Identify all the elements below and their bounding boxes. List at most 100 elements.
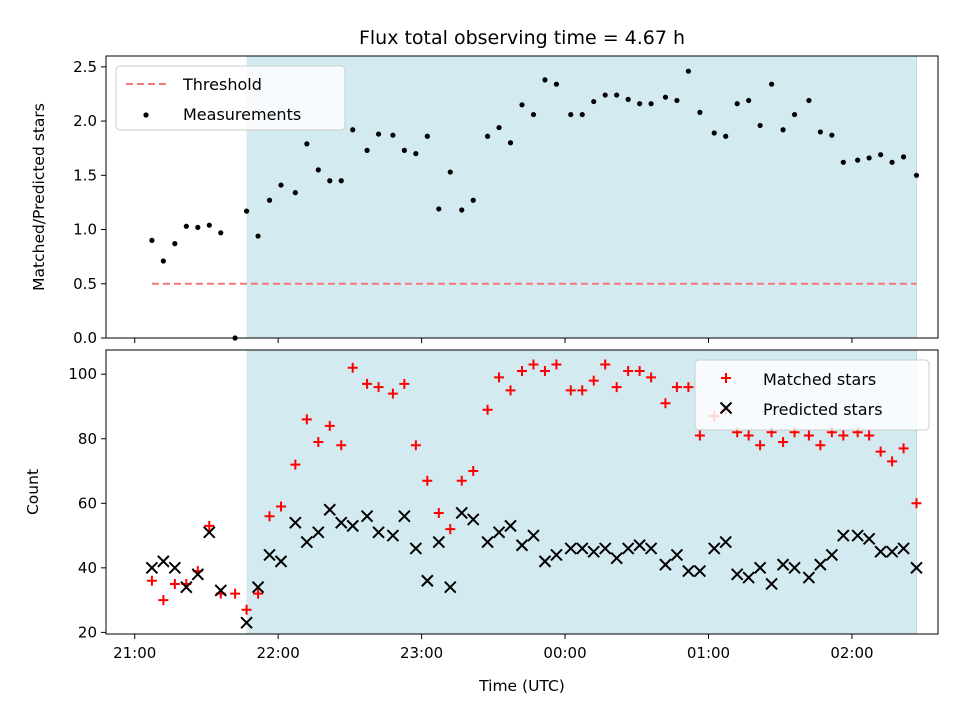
predicted-star-point bbox=[788, 561, 801, 575]
measurement-point bbox=[791, 111, 798, 118]
predicted-star-point bbox=[409, 542, 423, 555]
x-tick-label: 00:00 bbox=[543, 644, 586, 662]
predicted-star-point bbox=[765, 577, 778, 591]
bottom-x-ticks: 21:00 22:00 23:00 00:00 01:00 02:00 bbox=[113, 634, 874, 662]
predicted-star-point bbox=[633, 539, 646, 552]
bottom-axes-frame bbox=[105, 349, 939, 635]
matched-star-point bbox=[539, 365, 550, 376]
predicted-star-point bbox=[300, 535, 314, 549]
legend-matched-swatch bbox=[721, 373, 731, 383]
measurement-point bbox=[913, 172, 920, 178]
predicted-star-point bbox=[191, 568, 205, 581]
measurement-point bbox=[459, 207, 465, 213]
matched-star-point bbox=[158, 595, 169, 606]
matched-star-point bbox=[528, 359, 539, 370]
measurement-point bbox=[484, 133, 491, 139]
predicted-star-point bbox=[550, 548, 563, 562]
measurement-point bbox=[278, 182, 284, 188]
measurement-point bbox=[780, 127, 786, 133]
matched-star-point bbox=[600, 359, 611, 370]
predicted-star-point bbox=[492, 526, 506, 539]
predicted-star-point bbox=[897, 542, 910, 555]
matched-star-point bbox=[778, 436, 789, 447]
count-points bbox=[145, 359, 923, 629]
matched-star-point bbox=[875, 446, 886, 457]
predicted-star-point bbox=[274, 555, 288, 568]
measurement-point bbox=[255, 233, 261, 239]
predicted-star-point bbox=[610, 551, 623, 565]
y-tick-label: 0.0 bbox=[73, 329, 97, 347]
matched-star-point bbox=[864, 430, 875, 441]
predicted-star-point bbox=[576, 542, 589, 555]
measurement-point bbox=[507, 140, 514, 146]
measurement-point bbox=[470, 197, 476, 203]
predicted-star-point bbox=[251, 580, 265, 594]
matched-star-point bbox=[347, 362, 358, 373]
measurement-point bbox=[648, 101, 654, 107]
matched-star-point bbox=[276, 501, 287, 512]
measurement-point bbox=[390, 132, 396, 138]
measurement-point bbox=[757, 122, 763, 129]
matched-star-point bbox=[494, 372, 505, 383]
predicted-star-point bbox=[719, 535, 732, 549]
matched-star-point bbox=[410, 440, 421, 451]
matched-star-point bbox=[253, 588, 264, 599]
chart-title: Flux total observing time = 4.67 h bbox=[359, 27, 685, 49]
measurement-point bbox=[375, 131, 382, 137]
x-tick-label: 23:00 bbox=[400, 644, 443, 662]
legend-matched-label: Matched stars bbox=[763, 370, 876, 389]
matched-star-point bbox=[611, 382, 622, 393]
measurement-point bbox=[723, 133, 729, 139]
measurement-point bbox=[149, 237, 155, 243]
bottom-y-ticks: 20 40 60 80 100 bbox=[68, 365, 106, 641]
measurement-point bbox=[625, 96, 631, 102]
x-tick-label: 22:00 bbox=[257, 644, 300, 662]
legend-predicted-label: Predicted stars bbox=[763, 400, 883, 419]
measurement-point bbox=[637, 101, 643, 107]
observing-window-shade bbox=[246, 56, 917, 338]
matched-star-point bbox=[623, 365, 634, 376]
x-tick-label: 02:00 bbox=[830, 644, 873, 662]
matched-star-point bbox=[313, 436, 324, 447]
measurement-point bbox=[315, 167, 321, 173]
predicted-star-point bbox=[323, 503, 336, 516]
measurement-point bbox=[206, 222, 212, 228]
matched-star-point bbox=[290, 459, 301, 470]
measurement-point bbox=[697, 109, 703, 115]
measurement-point bbox=[734, 101, 740, 107]
measurement-point bbox=[685, 68, 692, 74]
matched-star-point bbox=[660, 398, 671, 409]
top-x-ticks bbox=[134, 338, 853, 343]
top-panel: 0.0 0.5 1.0 1.5 2.0 2.5 Matched/Predicted sta… bbox=[30, 55, 939, 347]
predicted-star-point bbox=[644, 542, 658, 555]
predicted-star-point bbox=[693, 564, 707, 578]
predicted-star-point bbox=[742, 571, 755, 584]
predicted-star-point bbox=[538, 555, 552, 568]
matched-star-point bbox=[803, 430, 814, 441]
legend-threshold-label: Threshold bbox=[182, 75, 262, 94]
measurement-point bbox=[602, 92, 608, 98]
x-tick-label: 21:00 bbox=[113, 644, 156, 662]
measurement-point bbox=[218, 230, 224, 236]
predicted-star-point bbox=[263, 548, 276, 562]
predicted-star-point bbox=[504, 519, 517, 533]
bottom-legend: Matched stars Predicted stars bbox=[694, 359, 930, 431]
predicted-star-point bbox=[837, 529, 850, 542]
measurement-point bbox=[579, 111, 585, 118]
matched-star-point bbox=[588, 375, 599, 386]
predicted-star-point bbox=[467, 513, 480, 526]
measurement-point bbox=[364, 147, 370, 153]
predicted-star-point bbox=[564, 542, 577, 555]
measurement-point bbox=[447, 169, 453, 175]
measurement-point bbox=[806, 97, 812, 104]
predicted-star-point bbox=[708, 542, 721, 555]
matched-star-point bbox=[433, 507, 444, 518]
matched-star-point bbox=[468, 466, 479, 477]
matched-star-point bbox=[422, 475, 433, 486]
measurement-point bbox=[674, 97, 680, 104]
matched-star-point bbox=[577, 385, 588, 396]
matched-star-point bbox=[146, 575, 157, 586]
predicted-star-point bbox=[587, 545, 600, 558]
predicted-star-point bbox=[372, 526, 385, 539]
legend-box bbox=[115, 65, 346, 131]
